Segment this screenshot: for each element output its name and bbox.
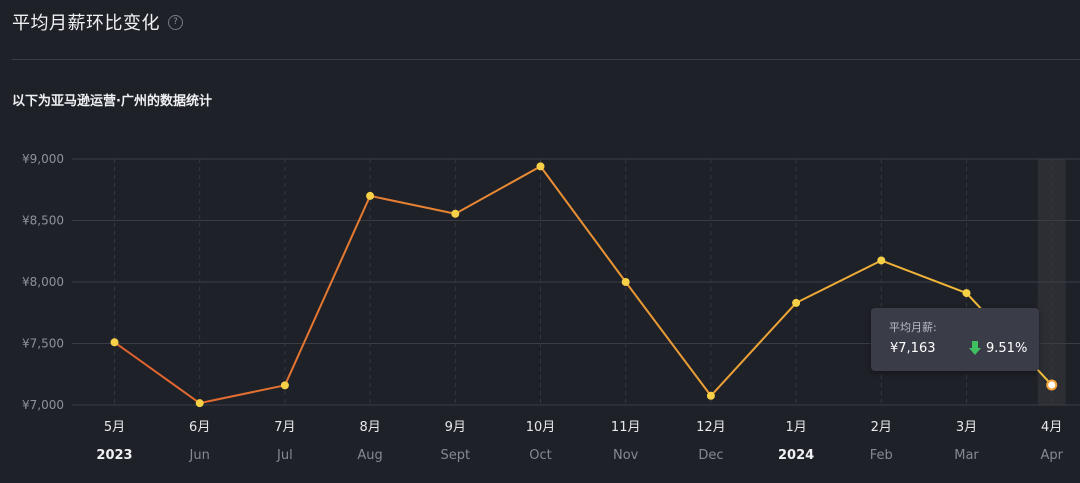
data-point[interactable]	[621, 278, 630, 286]
x-tick-label: 10月	[526, 420, 556, 435]
x-tick-label: 4月	[1041, 420, 1062, 435]
x-sub-label: Feb	[870, 448, 893, 463]
x-sub-label: Jul	[276, 448, 293, 463]
series-line	[113, 165, 1053, 405]
x-tick-label: 8月	[359, 420, 380, 435]
x-tick-label: 1月	[785, 420, 806, 435]
tooltip-change: 9.51%	[968, 340, 1027, 356]
x-sub-label: Mar	[954, 448, 979, 463]
x-sub-label: 2023	[96, 448, 132, 463]
data-point[interactable]	[962, 289, 971, 298]
x-sub-label: Sept	[440, 448, 470, 463]
help-icon[interactable]: ?	[168, 14, 183, 30]
x-sub-label: Nov	[613, 448, 639, 463]
data-point[interactable]	[280, 381, 289, 390]
data-point[interactable]	[1046, 379, 1058, 391]
x-tick-label: 12月	[696, 420, 726, 435]
x-tick-label: 5月	[104, 420, 125, 435]
data-point[interactable]	[451, 209, 460, 218]
chart-subtitle: 以下为亚马逊运营·广州的数据统计	[12, 94, 212, 109]
y-tick-label: ¥9,000	[22, 152, 64, 166]
divider	[12, 59, 1080, 60]
x-sub-label: Dec	[698, 448, 723, 463]
data-point[interactable]	[792, 298, 801, 307]
y-tick-label: ¥8,000	[22, 275, 64, 289]
data-point[interactable]	[706, 391, 715, 400]
x-tick-label: 3月	[956, 420, 977, 435]
x-sub-label: Aug	[357, 448, 382, 463]
y-tick-label: ¥7,000	[22, 398, 64, 412]
x-sub-label: Jun	[189, 448, 210, 463]
x-sub-label: Oct	[529, 448, 551, 463]
x-tick-label: 7月	[274, 420, 295, 435]
data-point[interactable]	[877, 256, 886, 265]
header: 平均月薪环比变化 ?	[12, 8, 183, 36]
x-tick-label: 2月	[871, 420, 892, 435]
y-tick-label: ¥7,500	[22, 337, 64, 351]
x-tick-label: 6月	[189, 420, 210, 435]
y-tick-label: ¥8,500	[22, 214, 64, 228]
tooltip-label: 平均月薪:	[889, 321, 937, 334]
x-tick-label: 9月	[445, 420, 466, 435]
x-sub-label: 2024	[778, 448, 814, 463]
x-sub-label: Apr	[1040, 448, 1063, 463]
data-point[interactable]	[536, 162, 545, 171]
x-tick-label: 11月	[611, 420, 641, 435]
tooltip: 平均月薪: ¥7,163 9.51%	[871, 308, 1039, 371]
down-arrow-icon	[969, 341, 981, 355]
data-point[interactable]	[110, 338, 119, 347]
data-point[interactable]	[366, 191, 375, 200]
tooltip-value: ¥7,163	[890, 341, 936, 356]
tooltip-change-value: 9.51%	[986, 340, 1028, 356]
page-title: 平均月薪环比变化	[12, 13, 160, 34]
data-point[interactable]	[195, 399, 204, 408]
